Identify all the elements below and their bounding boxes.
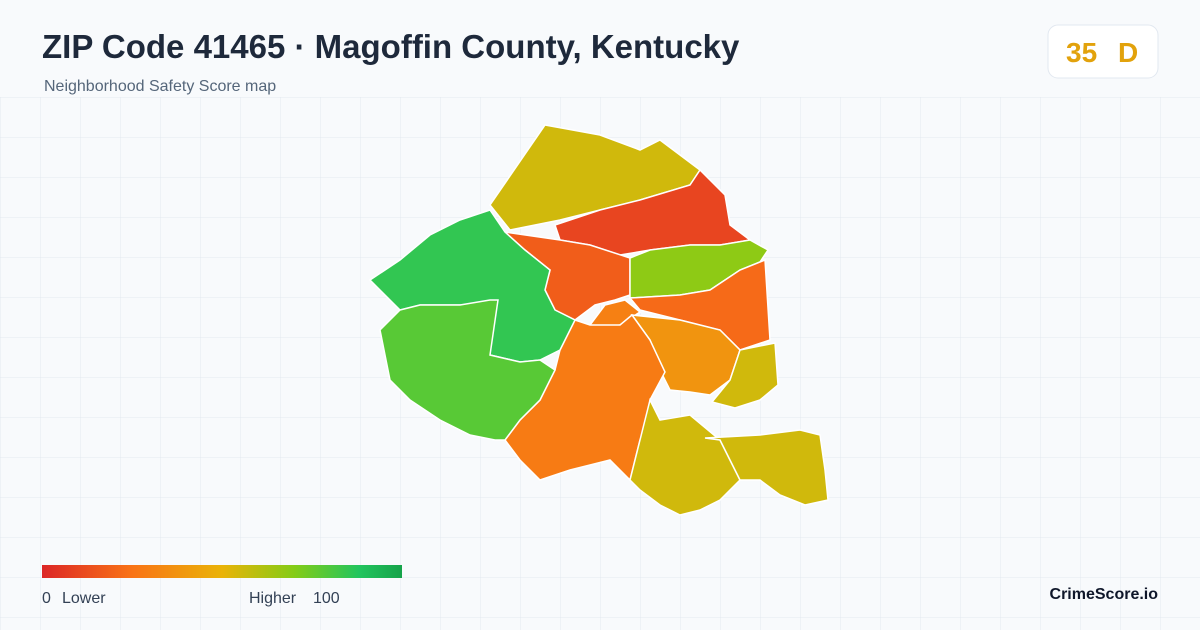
score-badge [1047,24,1159,79]
regions [368,124,829,516]
score: 35 [1066,37,1097,68]
grade: D [1118,37,1138,68]
region [628,258,771,351]
legend-low-label: Lower [62,590,106,607]
region [704,429,829,506]
region [379,299,556,441]
legend-max: 100 [313,590,340,607]
subtitle: Neighborhood Safety Score map [44,78,276,95]
brand: CrimeScore.io [1050,586,1159,603]
title: ZIP Code 41465 · Magoffin County, Kentuc… [42,28,740,65]
region [629,397,741,516]
region [710,342,779,409]
legend-high-label: Higher [249,590,297,607]
legend-scale [42,565,402,578]
legend-min: 0 [42,590,51,607]
